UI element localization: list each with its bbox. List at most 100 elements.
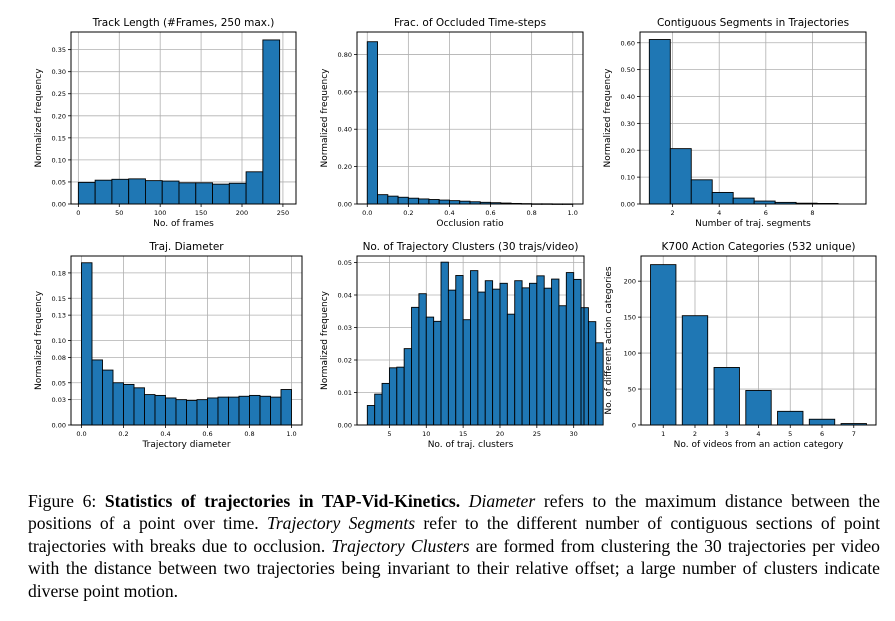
x-tick-label: 0.6 (202, 430, 212, 438)
caption-text-3: are formed from clustering the 30 trajec… (28, 535, 880, 601)
bar (529, 282, 538, 426)
bar (543, 287, 553, 426)
bar (186, 400, 198, 426)
y-tick-label: 200 (624, 278, 636, 286)
bar (178, 182, 197, 205)
x-tick-label: 0.0 (362, 209, 372, 217)
bar (470, 270, 479, 426)
bar (808, 418, 836, 426)
y-tick-label: 0.18 (52, 269, 66, 277)
bar (102, 369, 114, 426)
x-tick-label: 0.8 (244, 430, 254, 438)
caption-term-clusters: Trajectory Clusters (331, 535, 470, 556)
y-axis-label: Normalized frequency (603, 68, 613, 168)
bar (449, 200, 461, 205)
x-tick-label: 6 (820, 430, 824, 438)
x-tick-label: 50 (115, 209, 123, 217)
bar (249, 394, 261, 426)
x-tick-label: 30 (570, 430, 578, 438)
y-tick-label: 0.03 (52, 396, 66, 404)
y-tick-label: 0.20 (338, 163, 352, 171)
caption-text-1: refers to the maximum distance between t… (28, 491, 880, 534)
bar (551, 278, 560, 426)
x-tick-label: 8 (810, 209, 814, 217)
bar (195, 182, 213, 205)
bar (259, 395, 271, 426)
y-tick-label: 0.15 (52, 295, 66, 303)
bar (558, 305, 567, 426)
y-tick-label: 0.00 (621, 201, 635, 209)
x-tick-label: 2 (671, 209, 675, 217)
bar (777, 410, 804, 426)
bar (196, 399, 208, 426)
x-tick-label: 15 (459, 430, 467, 438)
bar (580, 307, 589, 426)
y-tick-label: 0.05 (338, 259, 352, 267)
bar (217, 396, 229, 426)
bar (396, 366, 405, 426)
bar (81, 262, 93, 426)
x-tick-label: 1 (661, 430, 665, 438)
bar (262, 39, 281, 205)
y-tick-label: 0.04 (338, 292, 352, 300)
y-tick-label: 0.30 (621, 120, 635, 128)
y-tick-label: 0 (632, 422, 636, 430)
x-tick-label: 5 (387, 430, 391, 438)
bar (536, 275, 545, 426)
bar (565, 272, 575, 426)
bar (133, 387, 145, 426)
bar (711, 191, 734, 205)
axes-frame (639, 31, 867, 205)
x-tick-label: 25 (533, 430, 541, 438)
y-tick-label: 0.05 (52, 379, 66, 387)
bar (111, 178, 130, 205)
y-tick-label: 0.05 (52, 178, 66, 186)
x-tick-label: 0 (76, 209, 80, 217)
bar (388, 367, 398, 426)
y-tick-label: 50 (628, 386, 636, 394)
y-axis-label: Normalized frequency (34, 290, 44, 390)
y-tick-label: 0.00 (52, 422, 66, 430)
bar (650, 264, 677, 426)
bar (94, 179, 113, 205)
bar (366, 405, 376, 426)
bar (433, 320, 442, 426)
y-tick-label: 0.30 (52, 68, 66, 76)
y-tick-label: 0.08 (52, 354, 66, 362)
chart-title: Contiguous Segments in Trajectories (657, 17, 849, 29)
y-tick-label: 0.20 (621, 147, 635, 155)
y-axis-label: No. of different action categories (604, 266, 614, 414)
x-tick-label: 0.8 (526, 209, 536, 217)
x-tick-label: 150 (195, 209, 207, 217)
bar (587, 321, 597, 426)
bar (669, 148, 692, 205)
bar (207, 397, 219, 426)
x-tick-label: 0.0 (76, 430, 86, 438)
bar (154, 394, 166, 426)
y-tick-label: 100 (624, 350, 636, 358)
caption-text-2: refer to the different number of contigu… (28, 513, 880, 556)
bar (112, 382, 124, 426)
x-tick-label: 10 (422, 430, 430, 438)
y-tick-label: 0.20 (52, 112, 66, 120)
bar (128, 178, 146, 205)
bar (238, 395, 250, 426)
axes-frame (70, 31, 297, 205)
y-tick-label: 0.80 (338, 51, 352, 59)
y-tick-label: 150 (624, 314, 636, 322)
chart-title: Track Length (#Frames, 250 max.) (92, 17, 275, 29)
x-tick-label: 1.0 (568, 209, 578, 217)
bar (374, 393, 383, 426)
bar (387, 195, 399, 205)
bar (713, 367, 740, 426)
chart-6: 0 50 100 150 200 1 2 3 4 5 6 7 K700 Action Categorie… (604, 241, 877, 450)
bar (270, 396, 282, 426)
bar (506, 313, 516, 426)
bar (228, 182, 247, 205)
bar (145, 180, 163, 205)
bar (521, 287, 530, 426)
y-tick-label: 0.40 (621, 93, 635, 101)
y-tick-label: 0.01 (338, 389, 352, 397)
x-tick-label: 7 (852, 430, 856, 438)
bar (477, 291, 486, 426)
